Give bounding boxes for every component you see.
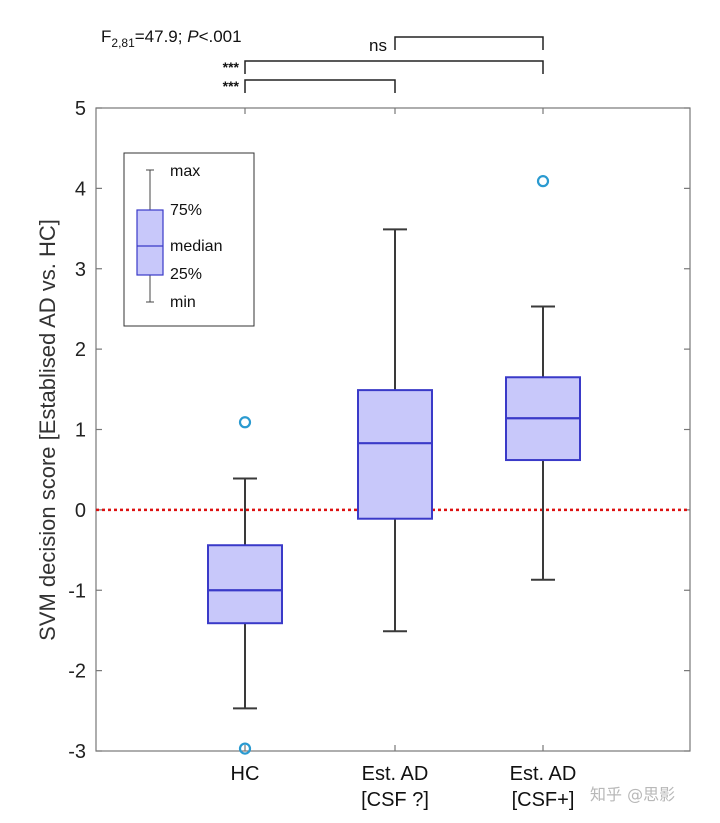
significance-bracket [244, 60, 544, 74]
stat-p-label: P [187, 27, 199, 46]
anova-stat: F2,81=47.9; P<.001 [101, 27, 242, 50]
x-category-label: Est. AD [510, 763, 577, 785]
y-tick-label: 4 [75, 178, 86, 200]
x-category-label: Est. AD [362, 763, 429, 785]
outlier-point [238, 742, 252, 755]
significance-label: *** [223, 59, 240, 75]
y-tick-label: -3 [68, 741, 86, 763]
legend-label: 25% [170, 266, 202, 283]
stat-value: =47.9; [135, 27, 187, 46]
y-axis-label: SVM decision score [Establised AD vs. HC… [35, 219, 60, 641]
legend-label: max [170, 163, 200, 180]
watermark: 知乎 @思影 [590, 785, 675, 804]
significance-bracket [394, 36, 544, 50]
legend-label: min [170, 294, 196, 311]
significance-bracket [244, 79, 396, 93]
x-category-label: [CSF+] [512, 789, 575, 811]
stat-p-value: <.001 [199, 27, 242, 46]
iqr-box [207, 544, 283, 625]
significance-label: ns [369, 36, 387, 55]
stat-df: 2,81 [111, 36, 135, 50]
iqr-box [357, 389, 433, 520]
y-tick-label: 0 [75, 500, 86, 522]
y-tick-label: -2 [68, 661, 86, 683]
y-tick-label: 2 [75, 339, 86, 361]
significance-label: *** [223, 78, 240, 94]
outlier-point [536, 175, 550, 188]
legend-label: median [170, 238, 222, 255]
y-tick-label: 5 [75, 98, 86, 120]
y-tick-label: 1 [75, 420, 86, 442]
y-tick-label: -1 [68, 580, 86, 602]
stat-f: F [101, 27, 111, 46]
legend-iqr-box [136, 209, 164, 276]
x-category-label: HC [231, 763, 260, 785]
legend-label: 75% [170, 202, 202, 219]
x-category-label: [CSF ?] [361, 789, 429, 811]
outlier-point [238, 416, 252, 429]
y-tick-label: 3 [75, 259, 86, 281]
